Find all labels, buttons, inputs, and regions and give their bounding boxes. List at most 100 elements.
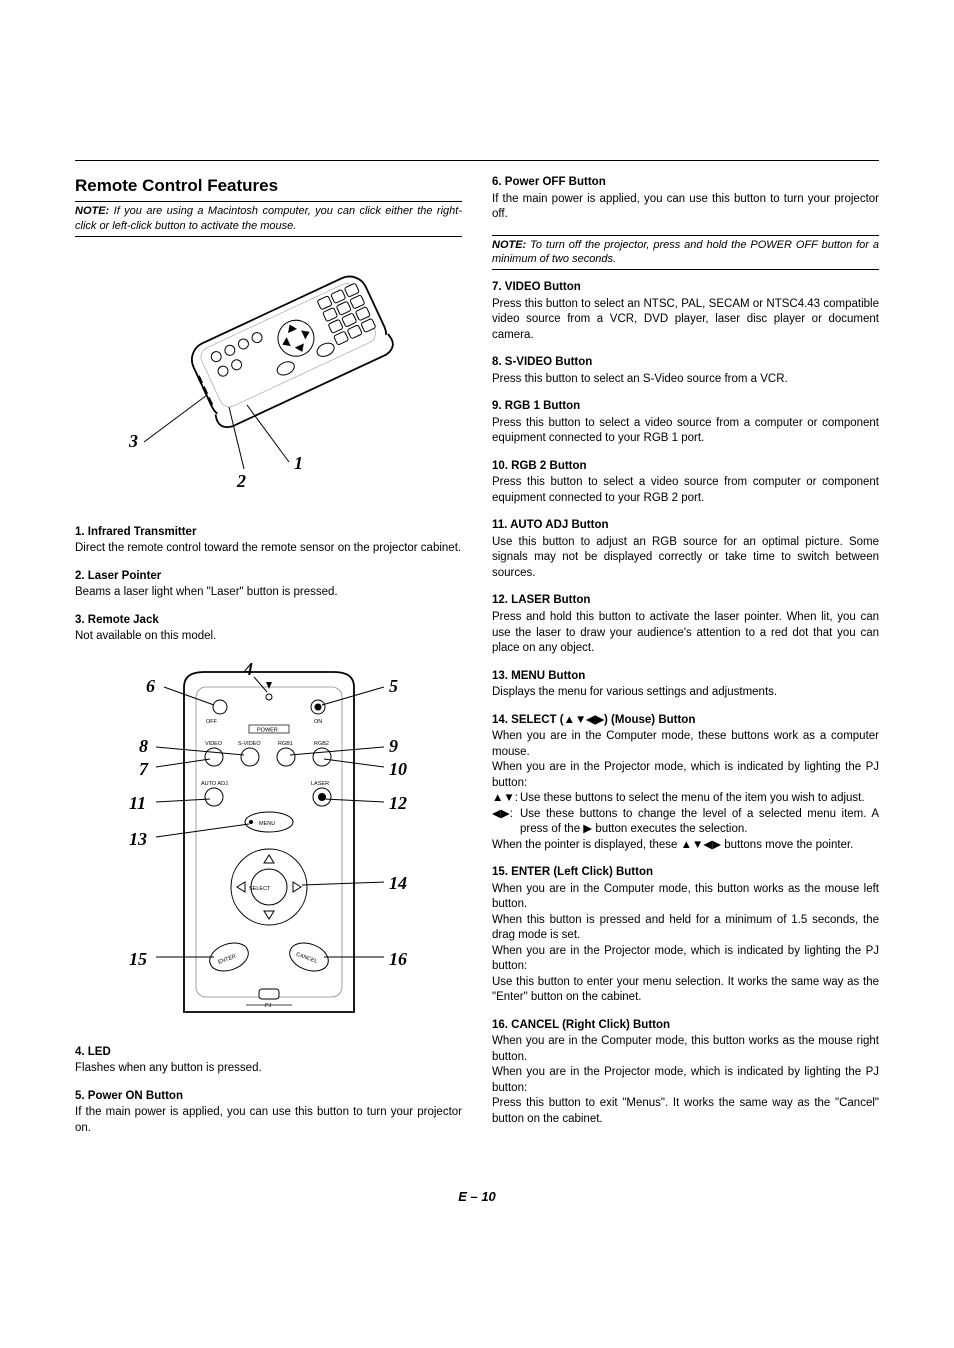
svg-text:8: 8: [139, 736, 148, 756]
svg-text:7: 7: [139, 759, 149, 779]
svg-text:PJ: PJ: [265, 1003, 272, 1009]
note-2: NOTE: To turn off the projector, press a…: [492, 235, 879, 271]
section-16: 16. CANCEL (Right Click) Button When you…: [492, 1018, 879, 1128]
svg-text:10: 10: [389, 759, 407, 779]
section: 10. RGB 2 ButtonPress this button to sel…: [492, 459, 879, 507]
svg-text:POWER: POWER: [257, 727, 278, 733]
svg-text:16: 16: [389, 949, 407, 969]
section: 3. Remote JackNot available on this mode…: [75, 613, 462, 645]
svg-text:LASER: LASER: [311, 781, 329, 787]
section-14-row1-sym: ▲▼:: [492, 791, 520, 807]
section: 7. VIDEO ButtonPress this button to sele…: [492, 280, 879, 343]
section-heading: 8. S-VIDEO Button: [492, 355, 879, 371]
section-body: Use this button to adjust an RGB source …: [492, 535, 879, 582]
section-body: Not available on this model.: [75, 629, 462, 645]
section-15-p1: When you are in the Computer mode, this …: [492, 882, 879, 913]
section-15-p4: Use this button to enter your menu selec…: [492, 975, 879, 1006]
section-heading: 4. LED: [75, 1045, 462, 1061]
note-1-text: If you are using a Macintosh computer, y…: [75, 205, 462, 232]
section-heading: 12. LASER Button: [492, 593, 879, 609]
svg-text:RGB2: RGB2: [314, 741, 329, 747]
note-2-label: NOTE:: [492, 239, 526, 251]
svg-text:5: 5: [389, 676, 398, 696]
svg-text:RGB1: RGB1: [278, 741, 293, 747]
section-body: Press this button to select a video sour…: [492, 416, 879, 447]
callout-1: 1: [294, 453, 303, 473]
section-6-heading: 6. Power OFF Button: [492, 175, 879, 191]
svg-text:ON: ON: [314, 719, 322, 725]
section-15: 15. ENTER (Left Click) Button When you a…: [492, 865, 879, 1006]
section: 1. Infrared TransmitterDirect the remote…: [75, 525, 462, 557]
section-heading: 10. RGB 2 Button: [492, 459, 879, 475]
section-16-p3: Press this button to exit "Menus". It wo…: [492, 1096, 879, 1127]
remote-diagram-2: OFF ON POWER VIDEO S-VIDEO RGB1 RGB2 AUT…: [84, 657, 454, 1027]
section-14-p1: When you are in the Computer mode, these…: [492, 729, 879, 760]
svg-text:14: 14: [389, 873, 407, 893]
callout-2: 2: [236, 471, 246, 491]
section-body: Press and hold this button to activate t…: [492, 610, 879, 657]
section-body: If the main power is applied, you can us…: [75, 1105, 462, 1136]
section-body: Direct the remote control toward the rem…: [75, 541, 462, 557]
section-heading: 13. MENU Button: [492, 669, 879, 685]
page-title: Remote Control Features: [75, 175, 462, 198]
svg-text:9: 9: [389, 736, 398, 756]
svg-text:OFF: OFF: [206, 719, 218, 725]
section-heading: 11. AUTO ADJ Button: [492, 518, 879, 534]
section-14-p3: When the pointer is displayed, these ▲▼◀…: [492, 838, 879, 854]
section-14-list: ▲▼: Use these buttons to select the menu…: [492, 791, 879, 838]
section-6: 6. Power OFF Button If the main power is…: [492, 175, 879, 223]
note-1: NOTE: If you are using a Macintosh compu…: [75, 201, 462, 237]
section: 4. LEDFlashes when any button is pressed…: [75, 1045, 462, 1077]
two-column-layout: Remote Control Features NOTE: If you are…: [75, 175, 879, 1148]
section-14-p2: When you are in the Projector mode, whic…: [492, 760, 879, 791]
left-sections: 1. Infrared TransmitterDirect the remote…: [75, 525, 462, 645]
section-body: Press this button to select a video sour…: [492, 475, 879, 506]
section-16-p1: When you are in the Computer mode, this …: [492, 1034, 879, 1065]
section-body: Displays the menu for various settings a…: [492, 685, 879, 701]
section-heading: 2. Laser Pointer: [75, 569, 462, 585]
section-14-row2-sym: ◀▶:: [492, 807, 520, 823]
right-column: 6. Power OFF Button If the main power is…: [492, 175, 879, 1148]
svg-text:SELECT: SELECT: [249, 886, 271, 892]
svg-text:6: 6: [146, 676, 155, 696]
svg-text:VIDEO: VIDEO: [205, 741, 223, 747]
note-2-text: To turn off the projector, press and hol…: [492, 239, 879, 266]
svg-text:12: 12: [389, 793, 407, 813]
section: 9. RGB 1 ButtonPress this button to sele…: [492, 399, 879, 447]
section-heading: 1. Infrared Transmitter: [75, 525, 462, 541]
note-label: NOTE:: [75, 205, 109, 217]
svg-text:11: 11: [129, 793, 146, 813]
section-14: 14. SELECT (▲▼◀▶) (Mouse) Button When yo…: [492, 713, 879, 854]
section-body: Beams a laser light when "Laser" button …: [75, 585, 462, 601]
section: 13. MENU ButtonDisplays the menu for var…: [492, 669, 879, 701]
section-heading: 7. VIDEO Button: [492, 280, 879, 296]
section-15-p3: When you are in the Projector mode, whic…: [492, 944, 879, 975]
page-footer: E – 10: [75, 1188, 879, 1206]
section-heading: 3. Remote Jack: [75, 613, 462, 629]
section-16-heading: 16. CANCEL (Right Click) Button: [492, 1018, 879, 1034]
svg-text:AUTO ADJ.: AUTO ADJ.: [201, 781, 230, 787]
svg-text:4: 4: [243, 659, 253, 679]
section-heading: 9. RGB 1 Button: [492, 399, 879, 415]
section-body: Flashes when any button is pressed.: [75, 1061, 462, 1077]
svg-text:13: 13: [129, 829, 147, 849]
section: 8. S-VIDEO ButtonPress this button to se…: [492, 355, 879, 387]
section-14-row1-txt: Use these buttons to select the menu of …: [520, 791, 879, 807]
section-16-p2: When you are in the Projector mode, whic…: [492, 1065, 879, 1096]
section: 5. Power ON ButtonIf the main power is a…: [75, 1089, 462, 1137]
section-14-row2-txt: Use these buttons to change the level of…: [520, 807, 879, 838]
right-sections: 7. VIDEO ButtonPress this button to sele…: [492, 280, 879, 700]
section: 2. Laser PointerBeams a laser light when…: [75, 569, 462, 601]
section-15-p2: When this button is pressed and held for…: [492, 913, 879, 944]
callout-3: 3: [128, 431, 138, 451]
section-15-heading: 15. ENTER (Left Click) Button: [492, 865, 879, 881]
remote-diagram-1: 3 2 1: [89, 247, 449, 507]
section: 12. LASER ButtonPress and hold this butt…: [492, 593, 879, 656]
svg-text:MENU: MENU: [259, 821, 275, 827]
section-body: Press this button to select an NTSC, PAL…: [492, 297, 879, 344]
section-14-heading: 14. SELECT (▲▼◀▶) (Mouse) Button: [492, 713, 879, 729]
section-heading: 5. Power ON Button: [75, 1089, 462, 1105]
top-rule: [75, 160, 879, 161]
svg-text:S-VIDEO: S-VIDEO: [238, 741, 261, 747]
section-body: Press this button to select an S-Video s…: [492, 372, 879, 388]
